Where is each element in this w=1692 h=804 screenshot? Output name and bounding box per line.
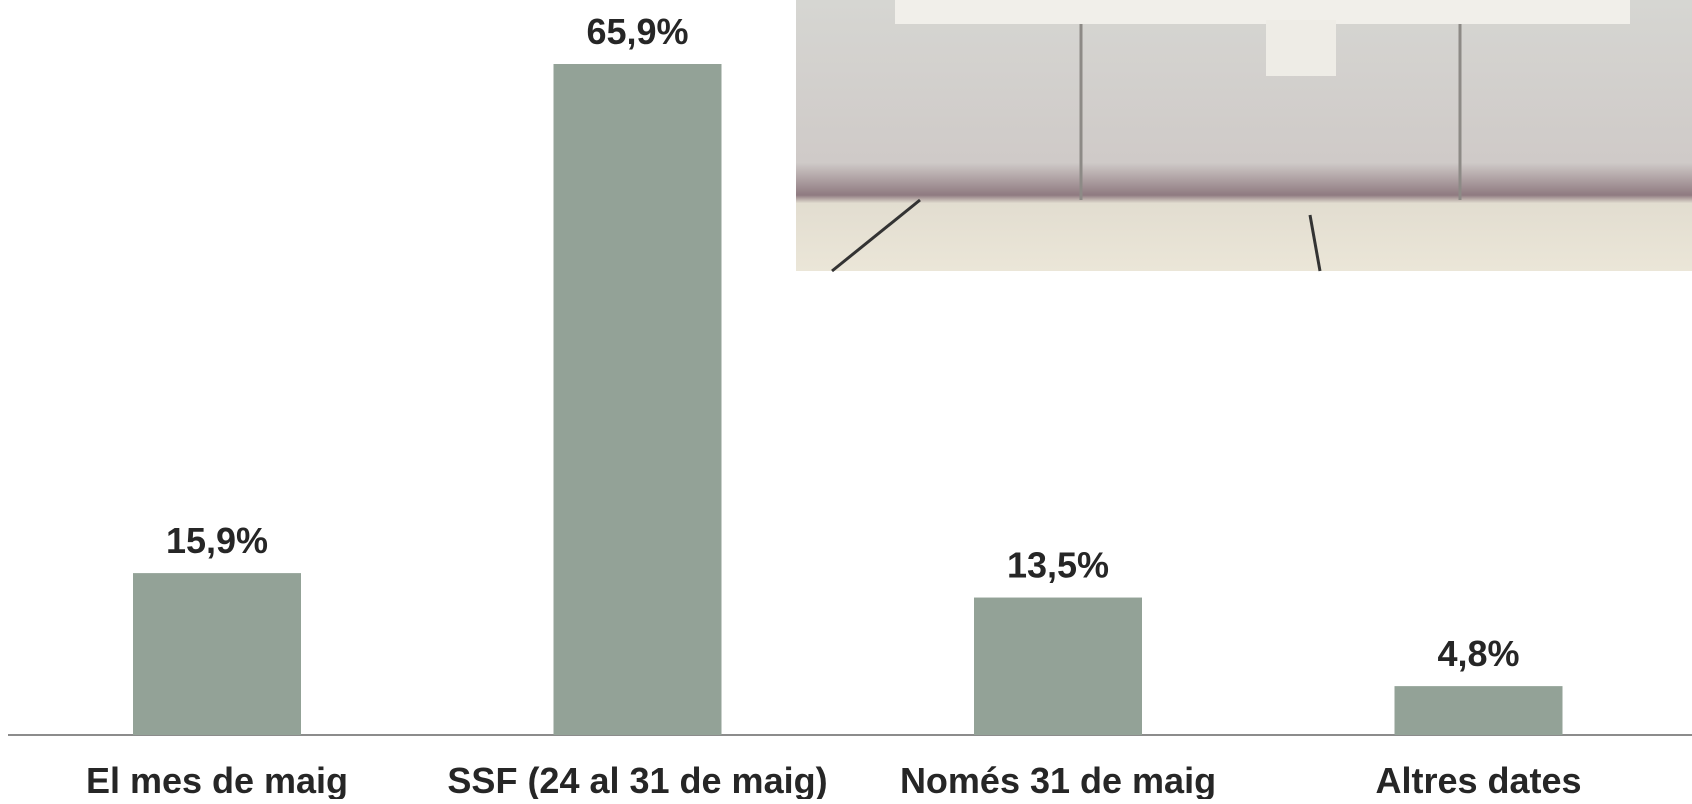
x-tick-label: SSF (24 al 31 de maig) [447,760,827,799]
bar [1394,686,1563,735]
bar [133,573,301,735]
value-label: 13,5% [1007,545,1109,586]
photo [796,0,1692,273]
x-tick-label: Només 31 de maig [900,760,1216,799]
value-label: 4,8% [1437,633,1519,674]
x-tick-label: Altres dates [1375,760,1581,799]
bar [553,64,722,735]
value-label: 65,9% [586,11,688,52]
x-tick-label: El mes de maig [86,760,348,799]
value-label: 15,9% [166,520,268,561]
bar [974,597,1142,735]
